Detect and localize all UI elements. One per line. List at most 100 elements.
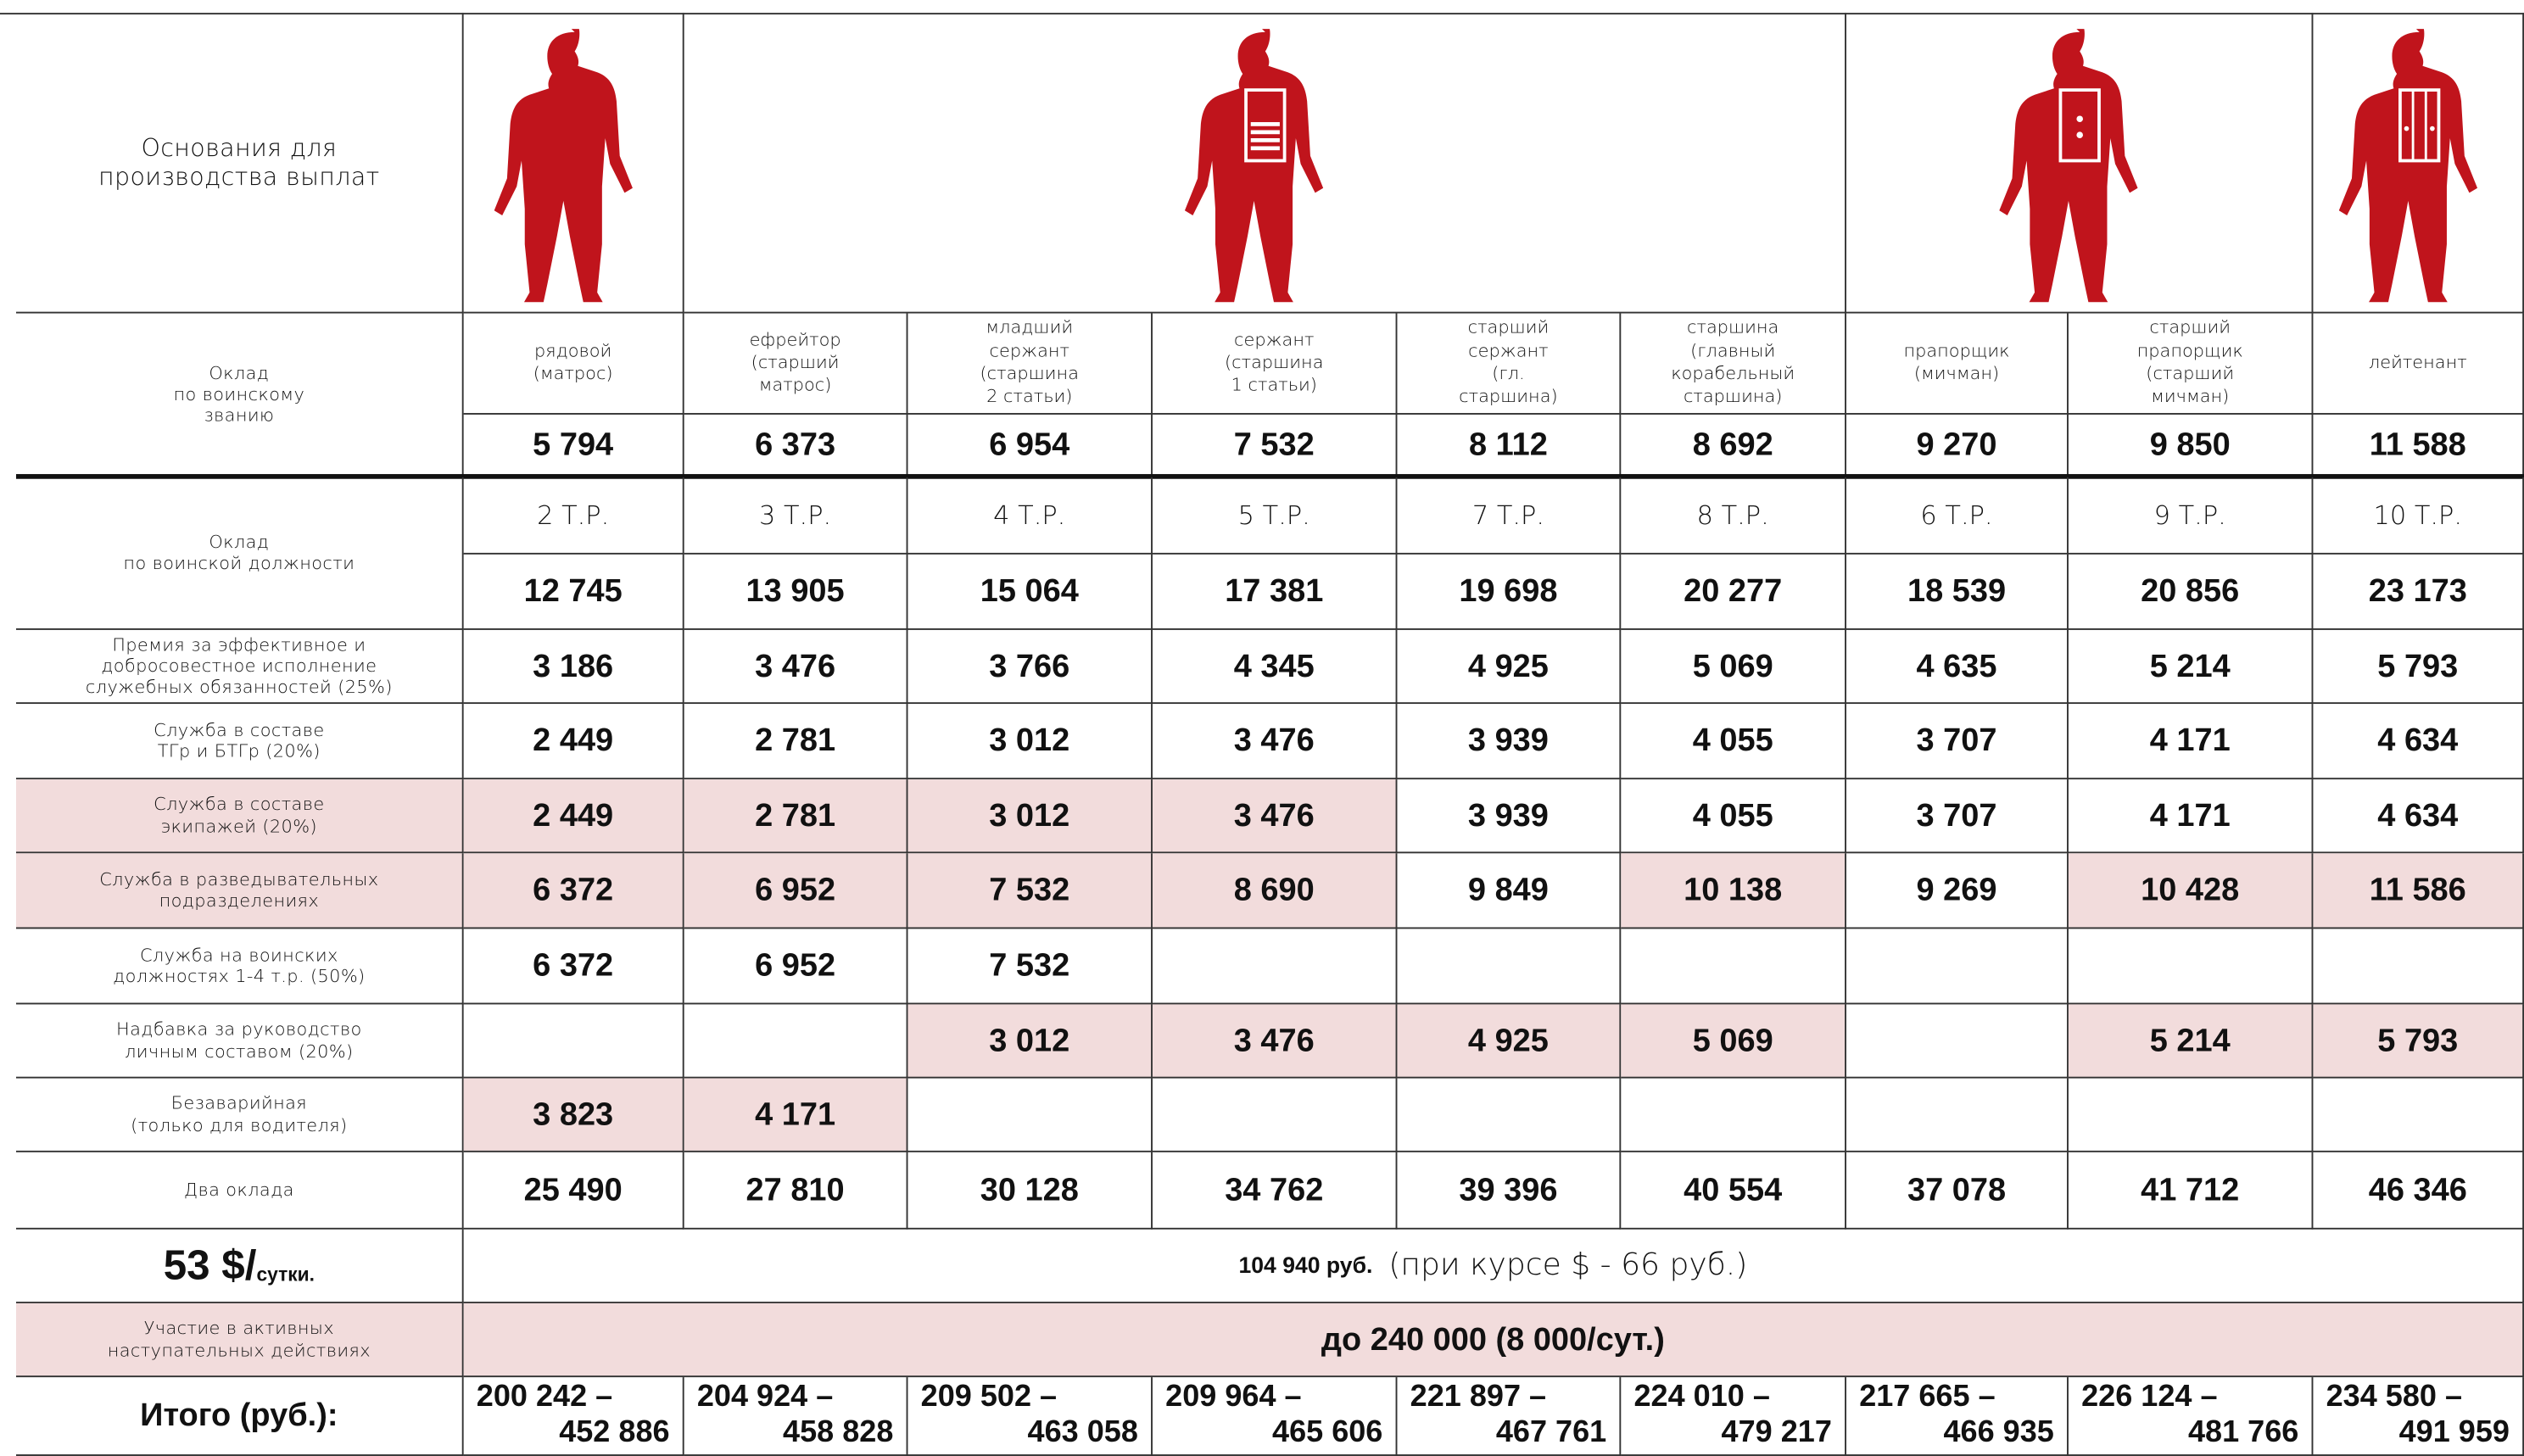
row-value: 2 449	[464, 779, 684, 853]
row-value: 7 532	[907, 929, 1152, 1004]
row-value: 3 939	[1397, 779, 1621, 853]
row-value: 8 690	[1153, 853, 1397, 929]
rank-name: младший сержант (старшина 2 статьи)	[907, 314, 1152, 415]
row-label: Служба в разведывательных подразделениях	[16, 853, 464, 929]
figure-cell	[684, 13, 1846, 313]
total-line: 226 124 –	[2069, 1381, 2312, 1415]
post-grade: 9 Т.Р.	[2069, 477, 2313, 555]
row-value	[907, 1079, 1152, 1152]
rank-salary-label: Оклад по воинскому званию	[16, 314, 464, 477]
rank-name: лейтенант	[2313, 314, 2524, 415]
post-salary: 17 381	[1153, 555, 1397, 630]
row-value	[1846, 929, 2069, 1004]
row-value: 4 171	[684, 1079, 908, 1152]
total-line: 224 010 –	[1621, 1381, 1845, 1415]
row-value: 4 634	[2313, 704, 2524, 779]
row-value: 7 532	[907, 853, 1152, 929]
row-value: 4 055	[1621, 779, 1846, 853]
row-value: 3 012	[907, 704, 1152, 779]
row-value: 40 554	[1621, 1152, 1846, 1230]
rank-name: прапорщик (мичман)	[1846, 314, 2069, 415]
total-value: 221 897 –467 761	[1397, 1377, 1621, 1456]
daily-value: 104 940 руб.(при курсе $ - 66 руб.)	[464, 1230, 2524, 1303]
row-value	[1153, 1079, 1397, 1152]
row-value: 5 793	[2313, 630, 2524, 704]
row-value: 3 476	[684, 630, 908, 704]
row-value: 3 823	[464, 1079, 684, 1152]
total-line: 221 897 –	[1397, 1381, 1619, 1415]
row-value	[1621, 1079, 1846, 1152]
row-value: 39 396	[1397, 1152, 1621, 1230]
row-value: 10 138	[1621, 853, 1846, 929]
row-value: 4 171	[2069, 704, 2313, 779]
total-line: 200 242 –	[464, 1381, 683, 1415]
total-value: 224 010 –479 217	[1621, 1377, 1846, 1456]
row-value: 41 712	[2069, 1152, 2313, 1230]
rank-salary: 9 270	[1846, 415, 2069, 477]
post-salary: 13 905	[684, 555, 908, 630]
figure-cell	[2313, 13, 2524, 313]
row-value: 3 476	[1153, 779, 1397, 853]
total-line: 209 502 –	[907, 1381, 1151, 1415]
row-value: 4 925	[1397, 630, 1621, 704]
row-value: 25 490	[464, 1152, 684, 1230]
row-value	[1153, 929, 1397, 1004]
post-grade: 8 Т.Р.	[1621, 477, 1846, 555]
rank-name: рядовой (матрос)	[464, 314, 684, 415]
row-label: Служба в составе ТГр и БТГр (20%)	[16, 704, 464, 779]
combat-value: до 240 000 (8 000/сут.)	[464, 1303, 2524, 1377]
rank-salary: 7 532	[1153, 415, 1397, 477]
row-value: 4 345	[1153, 630, 1397, 704]
row-value: 5 069	[1621, 630, 1846, 704]
row-label: Безаварийная (только для водителя)	[16, 1079, 464, 1152]
post-grade: 10 Т.Р.	[2313, 477, 2524, 555]
rank-name: старший сержант (гл. старшина)	[1397, 314, 1621, 415]
rank-salary: 5 794	[464, 415, 684, 477]
rank-name: старшина (главный корабельный старшина)	[1621, 314, 1846, 415]
soldier-icon	[494, 29, 655, 302]
post-grade: 4 Т.Р.	[907, 477, 1152, 555]
row-value: 3 476	[1153, 704, 1397, 779]
row-value: 3 707	[1846, 779, 2069, 853]
rank-salary: 8 692	[1621, 415, 1846, 477]
row-value	[1846, 1079, 2069, 1152]
post-salary: 18 539	[1846, 555, 2069, 630]
row-value: 37 078	[1846, 1152, 2069, 1230]
row-value: 4 055	[1621, 704, 1846, 779]
row-value: 5 214	[2069, 1004, 2313, 1078]
row-label: Служба на воинских должностях 1-4 т.р. (…	[16, 929, 464, 1004]
row-value: 34 762	[1153, 1152, 1397, 1230]
row-value: 30 128	[907, 1152, 1152, 1230]
row-value: 6 952	[684, 853, 908, 929]
row-value	[2313, 929, 2524, 1004]
total-line: 491 959	[2313, 1416, 2522, 1451]
row-value	[2069, 1079, 2313, 1152]
row-value: 4 171	[2069, 779, 2313, 853]
row-value: 4 925	[1397, 1004, 1621, 1078]
post-salary: 15 064	[907, 555, 1152, 630]
post-grade: 2 Т.Р.	[464, 477, 684, 555]
total-line: 217 665 –	[1846, 1381, 2067, 1415]
row-value: 4 635	[1846, 630, 2069, 704]
post-salary: 19 698	[1397, 555, 1621, 630]
row-value: 3 186	[464, 630, 684, 704]
post-salary: 23 173	[2313, 555, 2524, 630]
total-line: 467 761	[1397, 1416, 1619, 1451]
daily-text: 104 940 руб.	[1238, 1252, 1372, 1279]
row-value: 5 793	[2313, 1004, 2524, 1078]
row-value: 9 849	[1397, 853, 1621, 929]
rank-name: старший прапорщик (старший мичман)	[2069, 314, 2313, 415]
total-line: 481 766	[2069, 1416, 2312, 1451]
row-value	[1621, 929, 1846, 1004]
total-value: 204 924 –458 828	[684, 1377, 908, 1456]
row-value	[684, 1004, 908, 1078]
total-line: 209 964 –	[1153, 1381, 1396, 1415]
soldier-icon	[2338, 29, 2499, 302]
row-label: Надбавка за руководство личным составом …	[16, 1004, 464, 1078]
row-value: 6 952	[684, 929, 908, 1004]
row-value: 5 069	[1621, 1004, 1846, 1078]
row-value: 27 810	[684, 1152, 908, 1230]
rank-salary: 8 112	[1397, 415, 1621, 477]
post-grade: 3 Т.Р.	[684, 477, 908, 555]
header-label: Основания для производства выплат	[16, 13, 464, 313]
